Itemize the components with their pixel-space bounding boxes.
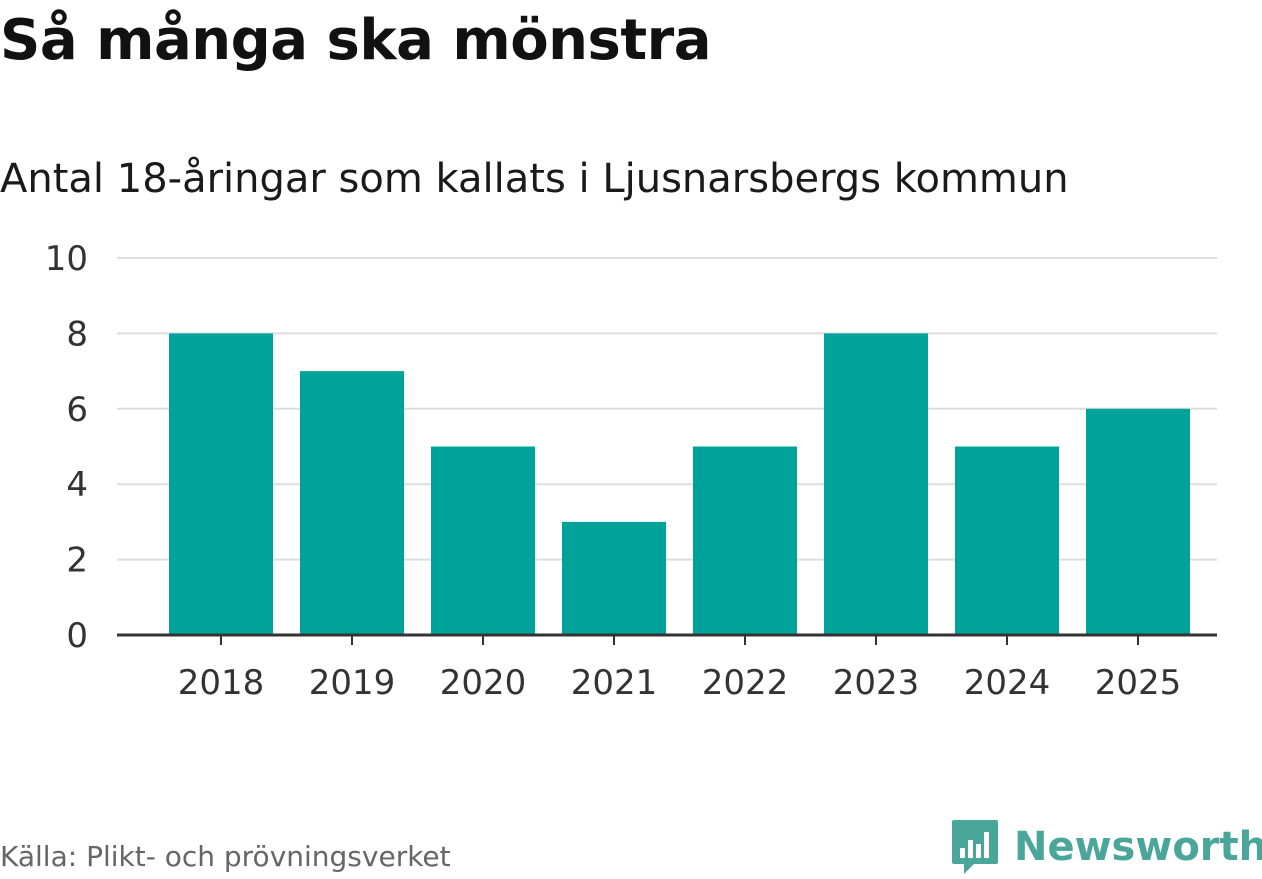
bars bbox=[169, 333, 1190, 635]
bar-2019 bbox=[300, 371, 404, 635]
chart-subtitle: Antal 18-åringar som kallats i Ljusnarsb… bbox=[0, 156, 1069, 202]
y-tick-label: 6 bbox=[66, 390, 88, 430]
bar-2021 bbox=[562, 521, 666, 635]
x-tick-label: 2019 bbox=[309, 663, 396, 703]
y-tick-label: 0 bbox=[66, 616, 88, 656]
bar-2020 bbox=[431, 446, 535, 635]
y-tick-label: 8 bbox=[66, 314, 88, 354]
brand-name: Newsworthy bbox=[1014, 824, 1262, 870]
source-note: Källa: Plikt- och prövningsverket bbox=[0, 840, 451, 873]
x-tick-label: 2020 bbox=[440, 663, 527, 703]
bar-2018 bbox=[169, 333, 273, 635]
bar-2023 bbox=[824, 333, 928, 635]
brand: Newsworthy bbox=[950, 818, 1262, 876]
x-tick-label: 2023 bbox=[833, 663, 920, 703]
bar-2022 bbox=[693, 446, 797, 635]
y-tick-label: 10 bbox=[45, 239, 88, 279]
x-tick-label: 2022 bbox=[702, 663, 789, 703]
x-tick-label: 2021 bbox=[571, 663, 658, 703]
y-tick-label: 2 bbox=[66, 541, 88, 581]
bar-2024 bbox=[955, 446, 1059, 635]
newsworthy-logo-icon bbox=[952, 820, 998, 874]
x-tick-label: 2024 bbox=[964, 663, 1051, 703]
x-tick-label: 2018 bbox=[178, 663, 265, 703]
bar-2025 bbox=[1086, 408, 1190, 635]
y-tick-label: 4 bbox=[66, 465, 88, 505]
chart-title: Så många ska mönstra bbox=[0, 8, 712, 73]
x-tick-label: 2025 bbox=[1095, 663, 1182, 703]
axes: 0 2 4 6 8 10 2018 2019 2020 2021 2022 2023 2024 2025 bbox=[45, 239, 1217, 703]
